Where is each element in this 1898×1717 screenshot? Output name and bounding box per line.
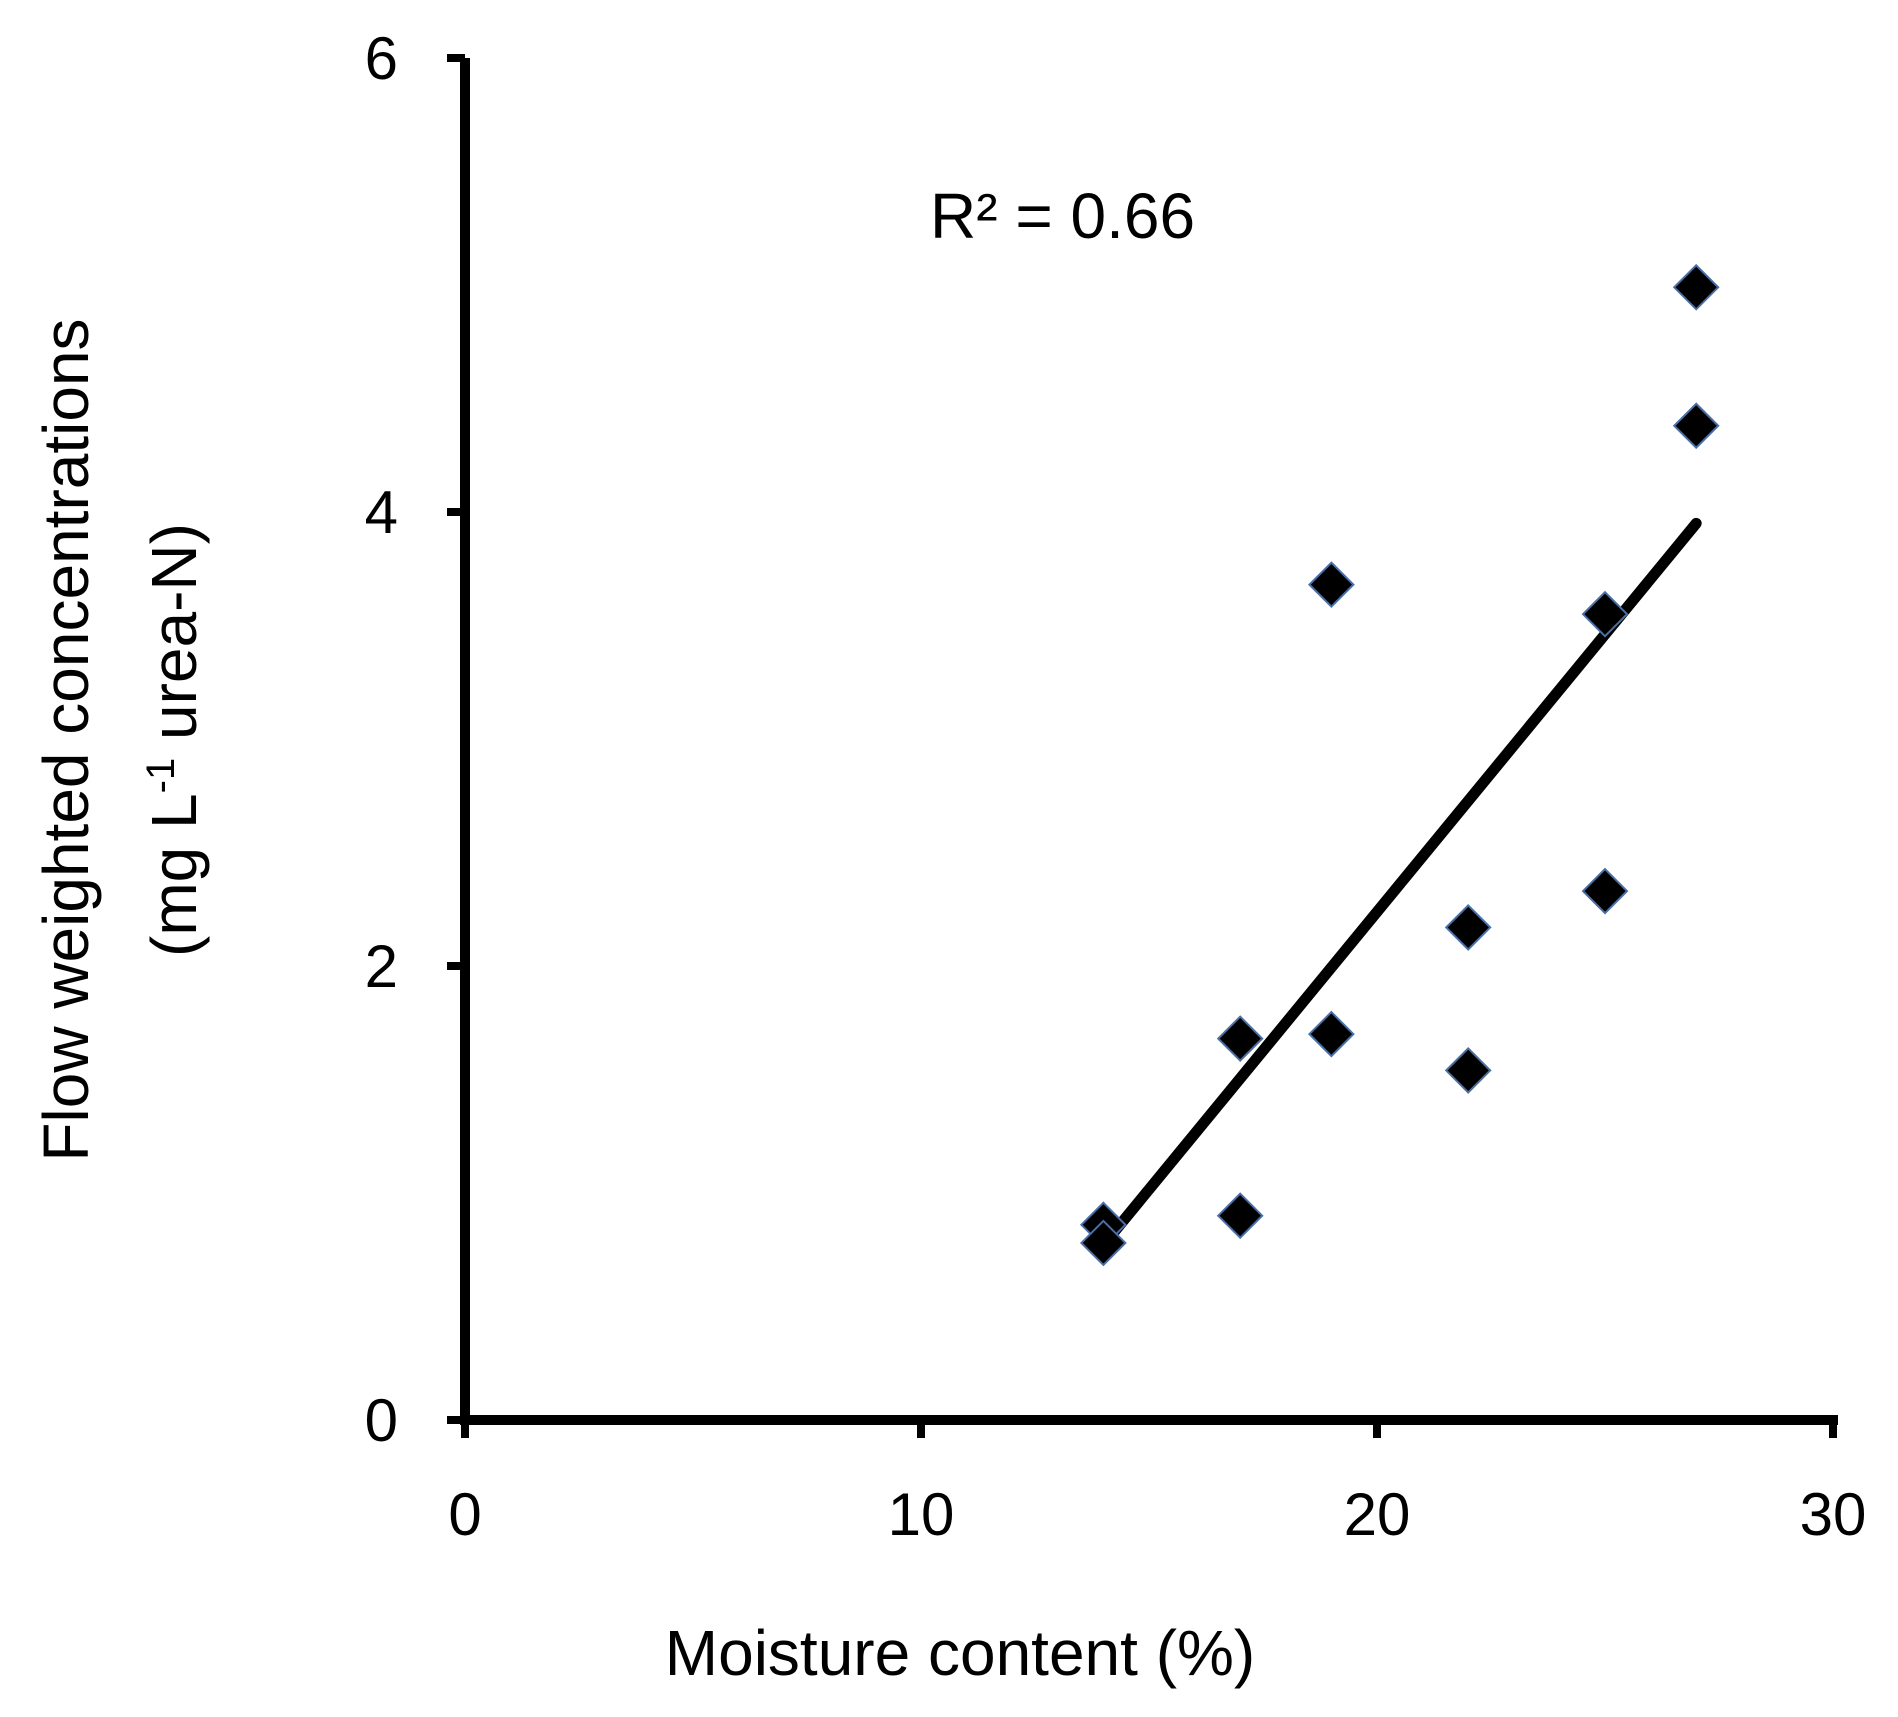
data-point	[1216, 1015, 1264, 1063]
x-axis-title: Moisture content (%)	[665, 1617, 1255, 1689]
data-point	[1672, 263, 1720, 311]
data-point	[1581, 867, 1629, 915]
y-tick-label: 4	[365, 479, 398, 546]
y-axis-title-line1: Flow weighted concentrations	[30, 318, 102, 1161]
y-axis-title: Flow weighted concentrations (mg L-1 ure…	[30, 318, 210, 1161]
y-axis-title-unit-prefix: (mg L	[138, 793, 210, 957]
y-tick-label: 2	[365, 933, 398, 1000]
data-point	[1307, 561, 1355, 609]
data-point	[1307, 1010, 1355, 1058]
x-tick-label: 0	[448, 1481, 481, 1548]
data-point	[1444, 903, 1492, 951]
r-squared-annotation: R² = 0.66	[930, 180, 1195, 252]
x-axis-ticks: 0 10 20 30	[448, 1420, 1866, 1548]
data-point	[1444, 1047, 1492, 1094]
y-tick-label: 0	[365, 1387, 398, 1454]
data-points	[1079, 263, 1720, 1267]
data-point	[1216, 1192, 1264, 1240]
x-tick-label: 10	[888, 1481, 955, 1548]
x-tick-label: 20	[1344, 1481, 1411, 1548]
y-axis-title-unit-superscript: -1	[139, 758, 183, 794]
trendline	[1107, 517, 1702, 1240]
data-point	[1672, 402, 1720, 450]
data-point	[1079, 1219, 1127, 1267]
data-point	[1581, 590, 1629, 638]
y-axis-title-line2: (mg L-1 urea-N)	[138, 523, 210, 957]
y-axis-title-unit-suffix: urea-N)	[138, 523, 210, 758]
x-tick-label: 30	[1800, 1481, 1867, 1548]
y-tick-label: 6	[365, 25, 398, 92]
y-axis-ticks: 0 2 4 6	[365, 25, 465, 1454]
